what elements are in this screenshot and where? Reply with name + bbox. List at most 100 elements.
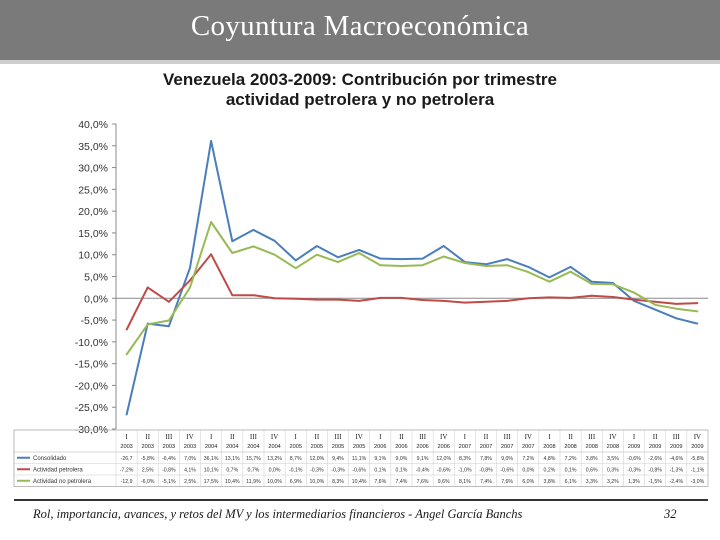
column-quarter-label: III (588, 433, 596, 441)
data-point (442, 255, 445, 258)
column-year-label: 2004 (268, 444, 280, 450)
slide-header: Coyuntura Macroeconómica (0, 0, 720, 60)
data-point (252, 228, 255, 231)
data-point (210, 253, 213, 256)
table-cell-value: 17,5% (204, 479, 219, 485)
column-quarter-label: I (633, 433, 636, 441)
data-point (696, 322, 699, 325)
y-tick-label: 25,0% (78, 184, 108, 196)
table-cell-value: 0,7% (226, 468, 238, 474)
table-cell-value: 10,4% (225, 479, 240, 485)
series-line-1 (125, 140, 698, 415)
data-point (421, 264, 424, 267)
column-year-label: 2003 (163, 444, 175, 450)
page-number: 32 (664, 507, 677, 521)
data-point (210, 140, 213, 142)
table-cell-value: 8,1% (459, 479, 471, 485)
data-point (485, 300, 487, 303)
data-point (146, 323, 149, 326)
table-cell-value: -1,0% (458, 468, 472, 474)
data-point (696, 302, 699, 304)
table-cell-value: 7,2% (565, 456, 577, 462)
table-cell-value: 4,8% (544, 456, 556, 462)
table-cell-value: -0,4% (416, 468, 430, 474)
data-point (294, 267, 297, 270)
data-point (231, 252, 234, 254)
data-point (611, 283, 614, 286)
data-point (315, 298, 318, 301)
table-cell-value: -6,4% (162, 456, 176, 462)
column-quarter-label: IV (525, 433, 532, 441)
y-tick-label: 40,0% (78, 119, 108, 131)
table-cell-value: 3,5% (607, 456, 619, 462)
line-chart: 40,0% 35,0% 30,0% 25,0% 20,0% 15,0% 10,0% 5,0% 0… (13, 119, 709, 487)
table-cell-value: 9,1% (417, 456, 429, 462)
table-cell-value: 0,1% (565, 468, 577, 474)
column-year-label: 2006 (374, 444, 386, 450)
table-cell-value: 10,1% (204, 468, 219, 474)
table-cell-value: -5,8% (141, 456, 155, 462)
column-year-label: 2007 (522, 444, 534, 450)
column-year-label: 2004 (247, 444, 259, 450)
y-tick-label: 35,0% (78, 141, 108, 153)
data-point (442, 300, 445, 302)
y-tick-label: -15,0% (75, 359, 108, 371)
table-cell-value: 10,4% (352, 479, 367, 485)
column-quarter-label: II (653, 433, 658, 441)
table-cell-value: 0,7% (248, 468, 260, 474)
column-year-label: 2009 (649, 444, 661, 450)
table-cell-value: -0,8% (479, 468, 493, 474)
table-cell-value: 3,8% (544, 479, 556, 485)
footer-caption: Rol, importancia, avances, y retos del M… (33, 507, 523, 521)
table-cell-value: 13,2% (267, 456, 282, 462)
column-year-label: 2005 (332, 444, 344, 450)
table-cell-value: 36,1% (204, 456, 219, 462)
data-point (506, 264, 509, 267)
data-point (337, 256, 339, 259)
data-point (400, 296, 403, 299)
data-point (548, 280, 551, 283)
data-point (358, 252, 361, 254)
legend-series-name: Actividad petrolera (33, 468, 83, 474)
column-quarter-label: III (419, 433, 427, 441)
data-point (590, 283, 593, 285)
column-year-label: 2009 (670, 444, 682, 450)
data-point (294, 297, 297, 300)
column-quarter-label: IV (271, 433, 278, 441)
table-cell-value: 6,0% (522, 479, 534, 485)
column-quarter-label: II (230, 433, 235, 441)
series-line-3 (125, 221, 698, 356)
data-point (189, 286, 191, 289)
table-cell-value: 7,4% (396, 479, 408, 485)
data-point (167, 319, 170, 322)
table-cell-value: -1,1% (691, 468, 705, 474)
chart-title-line-2: actividad petrolera y no petrolera (225, 90, 495, 109)
data-point (379, 264, 382, 267)
y-tick-label: 30,0% (78, 163, 108, 175)
data-point (231, 240, 234, 243)
table-cell-value: 9,0% (501, 456, 513, 462)
column-year-label: 2009 (691, 444, 703, 450)
data-point (442, 245, 445, 247)
table-cell-value: 9,4% (332, 456, 344, 462)
data-point (400, 258, 403, 260)
data-point (167, 300, 170, 303)
table-cell-value: 0,0% (522, 468, 534, 474)
chart-title: Venezuela 2003-2009: Contribución por tr… (0, 70, 720, 110)
column-quarter-label: III (504, 433, 512, 441)
data-point (463, 262, 466, 264)
column-year-label: 2008 (564, 444, 576, 450)
data-point (189, 266, 191, 269)
column-quarter-label: I (210, 433, 213, 441)
column-year-label: 2006 (416, 444, 428, 450)
column-quarter-label: IV (186, 433, 193, 441)
column-year-label: 2007 (501, 444, 513, 450)
table-cell-value: 1,3% (628, 479, 640, 485)
table-cell-value: -6,0% (141, 479, 155, 485)
table-cell-value: 13,1% (225, 456, 240, 462)
y-tick-label: -25,0% (75, 402, 108, 414)
column-quarter-label: II (315, 433, 320, 441)
column-quarter-label: II (399, 433, 404, 441)
column-year-label: 2004 (226, 444, 238, 450)
table-cell-value: -5,8% (691, 456, 705, 462)
